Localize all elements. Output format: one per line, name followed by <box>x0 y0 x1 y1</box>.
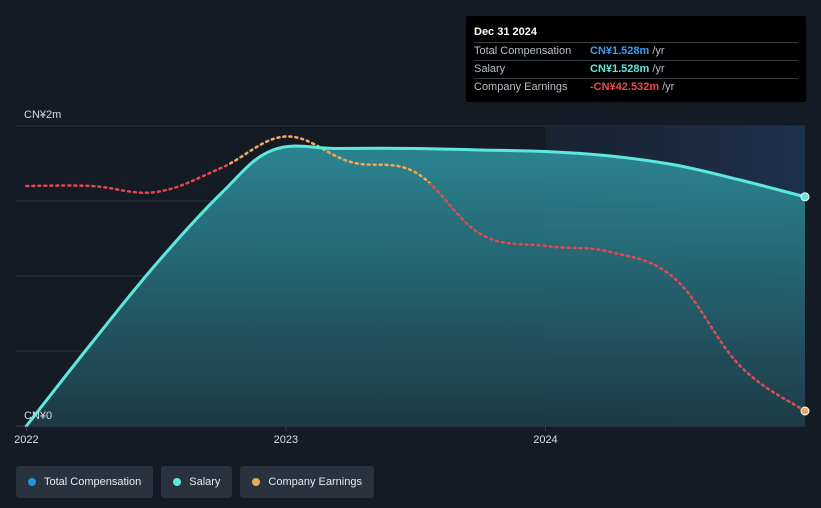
chart-tooltip: Dec 31 2024 Total Compensation CN¥1.528m… <box>466 16 806 102</box>
legend-label: Company Earnings <box>268 476 362 488</box>
y-tick-label: CN¥0 <box>24 410 52 422</box>
salary-line <box>24 144 807 428</box>
legend-salary[interactable]: Salary <box>161 466 233 498</box>
x-tick-label: 2023 <box>274 434 298 446</box>
legend-total-compensation[interactable]: Total Compensation <box>16 466 154 498</box>
tooltip-unit: /yr <box>662 81 675 93</box>
total-compensation-area <box>26 146 805 426</box>
tooltip-unit: /yr <box>652 45 665 57</box>
tooltip-date: Dec 31 2024 <box>474 26 537 38</box>
tooltip-value: CN¥1.528m <box>590 45 650 57</box>
x-tick-label: 2022 <box>14 434 38 446</box>
chart-legend: Total Compensation Salary Company Earnin… <box>16 466 374 498</box>
tooltip-row-salary: Salary CN¥1.528m /yr <box>474 60 798 78</box>
legend-dot-icon <box>28 478 36 486</box>
tooltip-label: Total Compensation <box>474 45 572 57</box>
tooltip-row-company-earnings: Company Earnings -CN¥42.532m /yr <box>474 78 798 96</box>
compensation-chart: CN¥2m CN¥0 2022 2023 2024 <box>14 109 810 446</box>
legend-dot-icon <box>252 478 261 486</box>
legend-dot-icon <box>173 478 182 486</box>
tooltip-value: -CN¥42.532m <box>590 81 660 93</box>
y-tick-label: CN¥2m <box>24 109 61 121</box>
tooltip-unit: /yr <box>652 63 665 75</box>
tooltip-value: CN¥1.528m <box>590 63 650 75</box>
tooltip-label: Company Earnings <box>474 81 568 93</box>
salary-end-point <box>800 192 810 202</box>
legend-label: Total Compensation <box>44 476 142 488</box>
tooltip-row-total-compensation: Total Compensation CN¥1.528m /yr <box>474 42 798 60</box>
legend-company-earnings[interactable]: Company Earnings <box>240 466 374 498</box>
company-earnings-line-highlight <box>228 135 432 183</box>
legend-label: Salary <box>189 476 221 488</box>
earnings-end-point <box>800 406 810 416</box>
tooltip-label: Salary <box>474 63 506 75</box>
x-tick-label: 2024 <box>533 434 557 446</box>
